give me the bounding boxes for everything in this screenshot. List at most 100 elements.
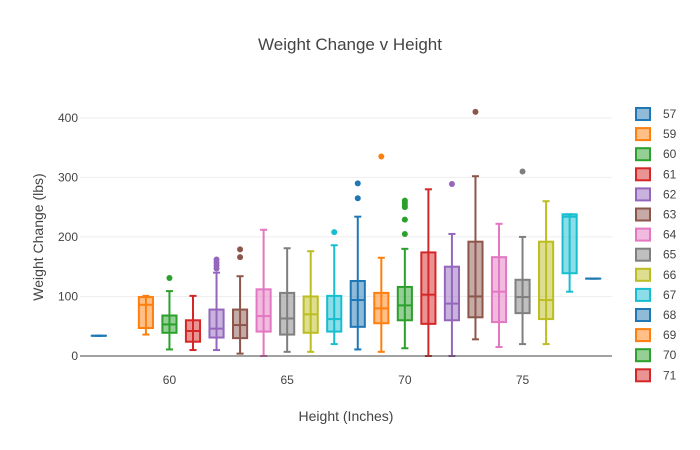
x-tick-label: 70 [398,373,412,387]
box-series-68[interactable] [349,180,366,351]
box-outlier-point [237,246,244,253]
legend-label: 67 [663,288,677,302]
box-series-67[interactable] [326,229,343,346]
legend-swatch [635,187,651,202]
box-iqr [208,308,225,339]
legend-item-65[interactable]: 65 [635,247,677,262]
box-series-group [90,108,602,357]
x-tick-label: 60 [163,373,177,387]
box-series-60[interactable] [161,275,178,351]
box-iqr [232,308,249,340]
legend-item-59[interactable]: 59 [635,127,677,142]
box-iqr [137,296,154,330]
y-tick-label: 200 [58,230,78,244]
box-iqr [420,251,437,325]
box-series-76[interactable] [538,200,555,346]
legend-swatch [635,267,651,282]
legend-swatch [635,328,651,343]
legend-swatch [635,287,651,302]
legend-label: 65 [663,248,677,262]
box-series-74[interactable] [490,222,508,349]
box-iqr [490,256,508,324]
legend-label: 71 [663,368,677,382]
legend-item-70[interactable]: 70 [635,348,677,363]
box-outlier-point [401,197,408,204]
legend-label: 68 [663,308,677,322]
box-iqr [279,291,296,336]
legend-label: 60 [663,147,677,161]
legend-label: 57 [663,107,677,121]
legend-label: 63 [663,208,677,222]
legend-swatch [635,247,651,262]
legend-swatch [635,368,651,383]
box-series-75[interactable] [514,168,531,346]
box-iqr [396,285,413,322]
box-outlier-point [237,254,244,261]
box-series-61[interactable] [184,294,202,352]
legend-item-64[interactable]: 64 [635,227,677,242]
legend-swatch [635,207,651,222]
box-series-63[interactable] [232,246,249,355]
box-outlier-point [401,216,408,223]
box-series-69[interactable] [373,153,390,353]
legend-item-67[interactable]: 67 [635,287,677,302]
legend-item-62[interactable]: 62 [635,187,677,202]
legend-swatch [635,308,651,322]
box-outlier-point [331,229,338,236]
box-series-77[interactable] [561,213,578,293]
legend-label: 64 [663,228,677,242]
axes: 0 100 200 300 400 60 65 70 75 [58,111,612,387]
box-outlier-point [213,256,220,263]
chart-title: Weight Change v Height [258,35,442,54]
box-series-72[interactable] [443,180,460,357]
legend-swatch [635,147,651,162]
legend-item-71[interactable]: 71 [635,368,677,383]
legend-swatch [635,107,651,121]
x-axis-title: Height (Inches) [299,408,394,424]
y-tick-label: 400 [58,111,78,125]
legend-item-57[interactable]: 57 [635,107,677,121]
box-iqr [538,240,555,321]
box-outlier-point [354,195,361,202]
box-series-73[interactable] [467,108,484,341]
box-series-59[interactable] [137,294,154,336]
box-iqr [443,265,460,322]
legend-label: 61 [663,167,677,181]
legend-item-69[interactable]: 69 [635,328,677,343]
legend-swatch [635,227,651,242]
box-series-70[interactable] [396,197,413,350]
box-series-62[interactable] [208,256,225,352]
box-iqr [255,288,272,333]
legend-item-61[interactable]: 61 [635,167,677,182]
legend-label: 66 [663,268,677,282]
legend-item-66[interactable]: 66 [635,267,677,282]
legend-item-68[interactable]: 68 [635,308,677,322]
x-tick-label: 75 [516,373,530,387]
legend-swatch [635,348,651,363]
box-series-66[interactable] [302,250,319,353]
box-outlier-point [448,180,455,187]
box-outlier-point [354,180,361,187]
y-tick-label: 0 [71,349,78,363]
box-series-64[interactable] [255,228,272,357]
legend: 57 59 60 61 62 63 64 65 66 67 68 69 70 71 [635,107,677,383]
box-iqr [349,279,366,328]
legend-swatch [635,167,651,182]
box-outlier-point [166,275,173,282]
legend-label: 69 [663,328,677,342]
legend-swatch [635,127,651,142]
box-outlier-point [519,168,526,175]
legend-item-63[interactable]: 63 [635,207,677,222]
box-series-65[interactable] [279,247,296,353]
legend-item-60[interactable]: 60 [635,147,677,162]
box-iqr [467,240,484,319]
box-iqr [326,294,343,333]
legend-label: 70 [663,348,677,362]
y-axis-title: Weight Change (lbs) [30,173,46,300]
box-iqr [561,213,578,275]
box-outlier-point [472,108,479,115]
legend-label: 62 [663,187,677,201]
